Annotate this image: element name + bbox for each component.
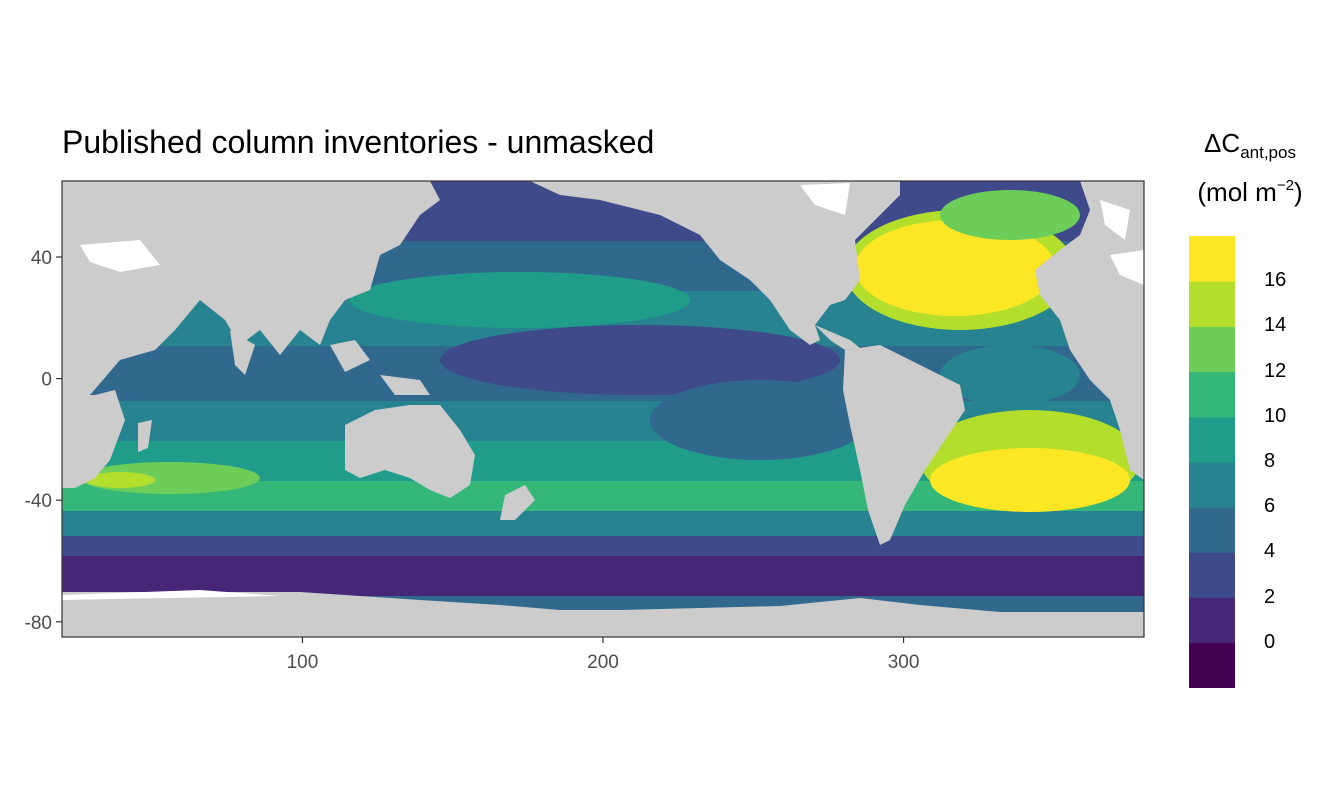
legend-break-label: 10: [1264, 405, 1286, 428]
legend-title: ΔCant,pos: [1180, 128, 1320, 163]
legend-swatch: [1189, 462, 1235, 508]
legend-swatch: [1189, 507, 1235, 553]
legend-break-label: 2: [1264, 586, 1275, 609]
legend-title-sub: ant,pos: [1240, 143, 1296, 162]
y-tick-label: -40: [25, 491, 52, 512]
x-axis: 100 200 300: [287, 637, 920, 673]
legend-break-label: 12: [1264, 360, 1286, 383]
legend-break-label: 16: [1264, 269, 1286, 292]
legend-swatch: [1189, 598, 1235, 644]
legend-unit-close: ): [1294, 177, 1303, 207]
legend-swatch: [1189, 372, 1235, 418]
legend-unit: (mol m−2): [1180, 177, 1320, 208]
legend-colorbar: [1189, 236, 1235, 688]
legend-break-label: 6: [1264, 495, 1275, 518]
color-legend: ΔCant,pos (mol m−2) 0 2 4 6 8 10 12 14 16: [1180, 128, 1330, 208]
legend-break-label: 0: [1264, 631, 1275, 654]
legend-unit-sup: −2: [1277, 177, 1294, 194]
y-tick-label: 40: [31, 248, 52, 269]
legend-break-label: 8: [1264, 450, 1275, 473]
x-tick-label: 100: [287, 652, 319, 673]
legend-unit-open: (mol m: [1197, 177, 1276, 207]
y-axis: 40 0 -40 -80: [25, 248, 62, 634]
legend-swatch: [1189, 643, 1235, 688]
legend-swatch: [1189, 236, 1235, 282]
x-tick-label: 300: [888, 652, 920, 673]
y-tick-label: 0: [41, 370, 52, 391]
legend-swatch: [1189, 552, 1235, 598]
legend-break-label: 14: [1264, 314, 1286, 337]
legend-break-label: 4: [1264, 540, 1275, 563]
legend-title-main: ΔC: [1204, 128, 1240, 158]
legend-swatch: [1189, 417, 1235, 463]
x-tick-label: 200: [587, 652, 619, 673]
legend-swatch: [1189, 326, 1235, 372]
y-tick-label: -80: [25, 613, 52, 634]
legend-swatch: [1189, 281, 1235, 327]
